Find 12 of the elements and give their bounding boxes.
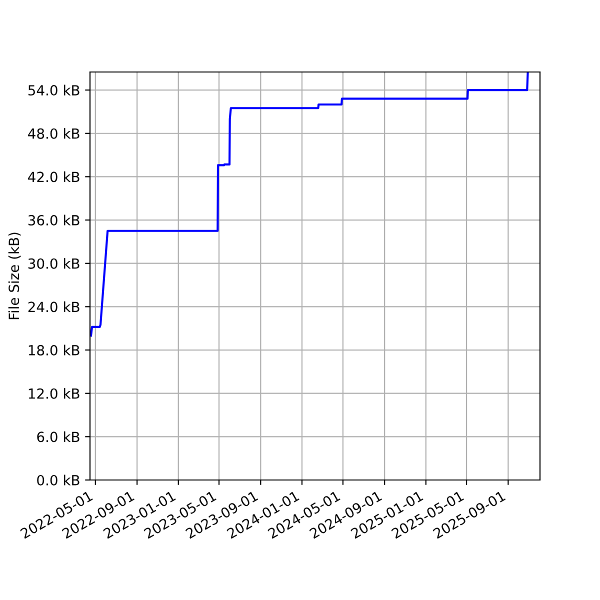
line-series [90, 72, 529, 337]
y-tick-label: 6.0 kB [37, 431, 80, 442]
y-tick-label: 42.0 kB [28, 171, 80, 182]
y-tick-label: 18.0 kB [28, 344, 80, 356]
y-tick-label: 24.0 kB [28, 301, 80, 312]
y-tick-label: 12.0 kB [28, 388, 80, 399]
y-axis-title: File Size (kB) [8, 232, 21, 320]
y-tick-label: 36.0 kB [28, 214, 80, 226]
y-tick-label: 30.0 kB [28, 258, 80, 269]
y-tick-label: 0.0 kB [37, 474, 80, 486]
y-tick-label: 48.0 kB [28, 128, 80, 139]
y-tick-label: 54.0 kB [28, 84, 80, 96]
